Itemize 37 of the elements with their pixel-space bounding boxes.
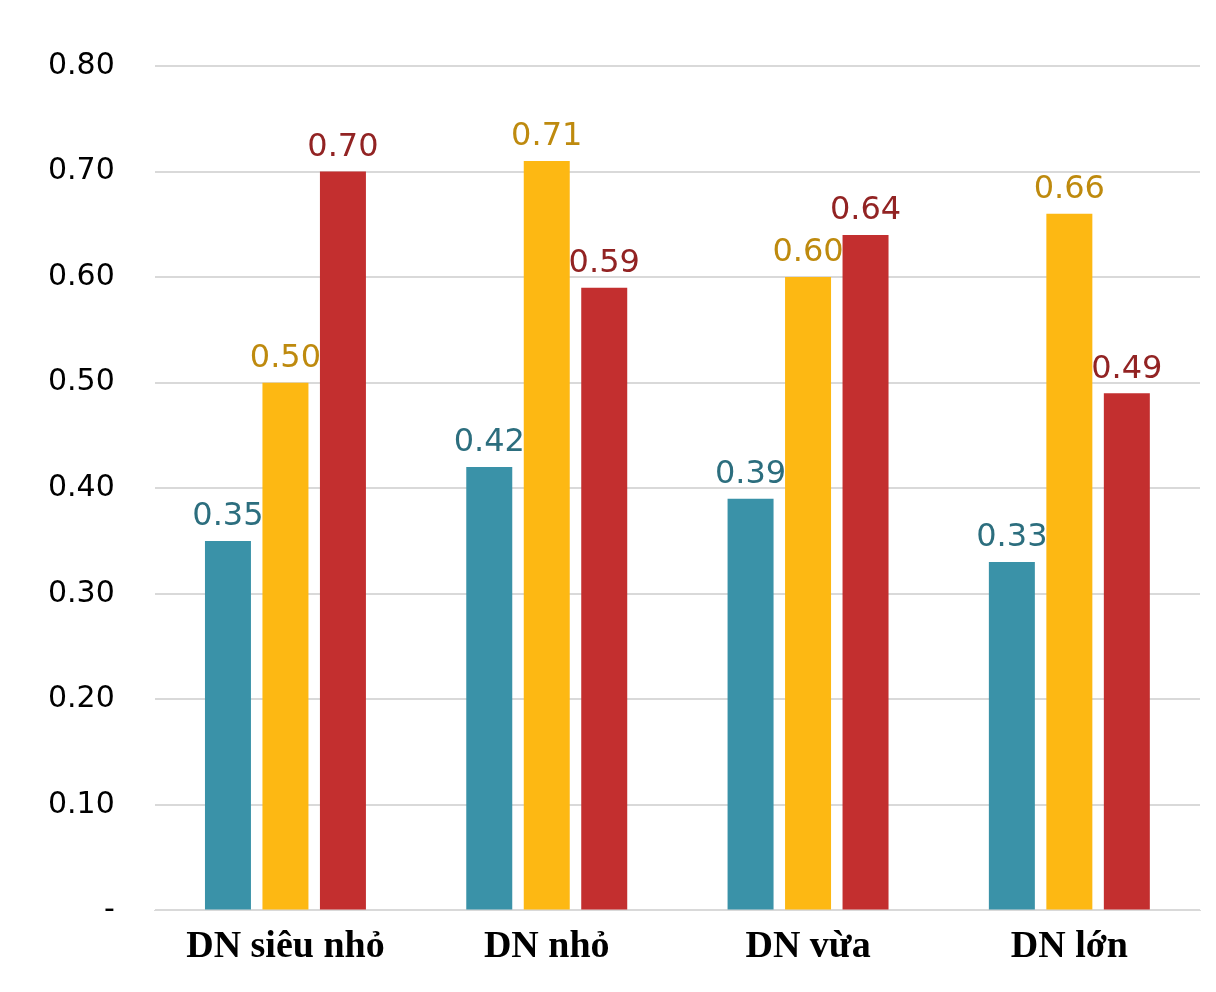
y-tick-label: 0.20 [48, 679, 115, 715]
bar [785, 277, 832, 910]
x-tick-label: DN lớn [1010, 923, 1128, 966]
data-label: 0.33 [976, 516, 1048, 555]
y-tick-label: - [103, 890, 115, 926]
data-label: 0.35 [192, 495, 264, 534]
data-label: 0.60 [772, 231, 844, 270]
data-label: 0.59 [568, 241, 640, 280]
bar [262, 382, 309, 910]
bar [1103, 393, 1150, 910]
data-label: 0.66 [1033, 168, 1105, 207]
bar [204, 540, 251, 910]
data-label: 0.70 [307, 125, 379, 164]
y-tick-label: 0.60 [48, 256, 115, 292]
bar [1046, 213, 1093, 910]
data-label: 0.39 [714, 453, 787, 492]
data-label: 0.42 [453, 421, 525, 460]
y-tick-label: 0.50 [48, 362, 115, 398]
bar [581, 287, 628, 910]
y-tick-label: 0.70 [48, 151, 115, 187]
x-tick-label: DN siêu nhỏ [186, 923, 385, 966]
x-tick-label: DN nhỏ [483, 923, 610, 966]
bar [466, 467, 513, 910]
y-tick-label: 0.30 [48, 573, 115, 609]
data-label: 0.50 [249, 336, 322, 375]
bar [523, 161, 570, 910]
bar [988, 562, 1035, 910]
y-tick-label: 0.80 [48, 45, 115, 81]
y-tick-label: 0.40 [48, 468, 115, 503]
bar [727, 498, 774, 910]
data-label: 0.64 [829, 189, 902, 228]
data-label: 0.71 [511, 115, 583, 154]
y-tick-label: 0.10 [48, 784, 115, 820]
bar [319, 171, 366, 910]
data-label: 0.49 [1091, 347, 1163, 386]
x-tick-label: DN vừa [745, 923, 871, 966]
bar [842, 234, 889, 910]
